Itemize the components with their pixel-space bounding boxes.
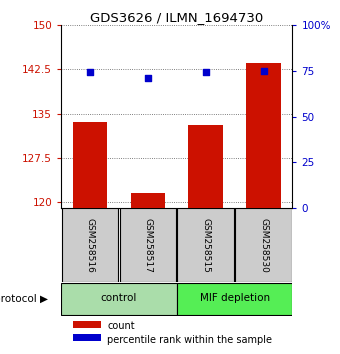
- Text: GSM258516: GSM258516: [86, 218, 95, 273]
- Point: [203, 70, 208, 75]
- Text: GSM258517: GSM258517: [143, 218, 152, 273]
- Bar: [73, 334, 101, 341]
- Text: control: control: [101, 293, 137, 303]
- Text: percentile rank within the sample: percentile rank within the sample: [107, 335, 272, 344]
- Bar: [177, 208, 234, 282]
- Point: [261, 68, 266, 74]
- Point: [87, 70, 93, 75]
- Title: GDS3626 / ILMN_1694730: GDS3626 / ILMN_1694730: [90, 11, 264, 24]
- Bar: [246, 63, 281, 208]
- Bar: [62, 208, 118, 282]
- Text: protocol ▶: protocol ▶: [0, 294, 48, 304]
- Bar: [188, 125, 223, 208]
- Bar: [73, 122, 107, 208]
- Bar: [177, 284, 292, 315]
- Bar: [73, 321, 101, 328]
- Bar: [120, 208, 176, 282]
- Bar: [235, 208, 292, 282]
- Bar: [131, 194, 165, 208]
- Text: GSM258530: GSM258530: [259, 218, 268, 273]
- Point: [145, 75, 151, 81]
- Text: MIF depletion: MIF depletion: [200, 293, 270, 303]
- Text: GSM258515: GSM258515: [201, 218, 210, 273]
- Text: count: count: [107, 321, 135, 331]
- Bar: [61, 284, 177, 315]
